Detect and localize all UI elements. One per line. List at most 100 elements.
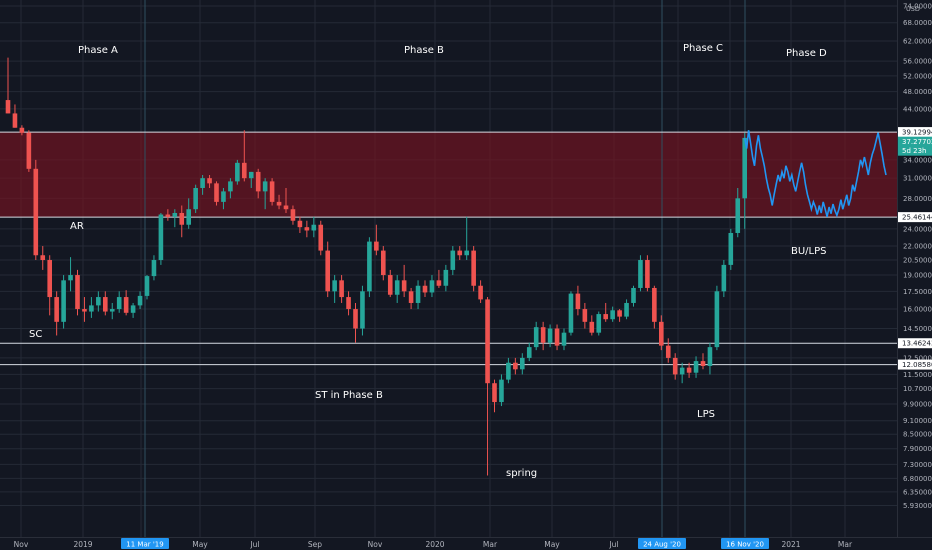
price-tick-label: 14.500000 [903,325,932,333]
price-tick-label: 44.000000 [903,105,932,113]
price-tick-label: 17.500000 [903,288,932,296]
price-tick-label: 6.350000 [903,488,932,496]
candle-body [207,178,212,184]
level-price-tag [898,212,932,223]
time-tick-label: Sep [308,540,322,549]
annotations: Phase A Phase B Phase C Phase D AR SC ST… [29,43,827,479]
candle-body [248,171,254,179]
candlestick-series [5,57,747,476]
candle-body [276,201,282,206]
candle-body [638,260,643,288]
current-price-label: 37.277021 [902,138,932,146]
candle-body [714,291,720,348]
time-tick-label: 2021 [781,540,800,549]
candle-body [360,291,365,329]
currency-label: USD [906,5,920,13]
candle-body [235,162,240,182]
grid [0,0,897,537]
candle-body [665,345,671,358]
price-tick-label: 52.000000 [903,72,932,80]
candle-body [179,212,185,225]
level-price-label: 12.085800 [902,361,932,369]
price-axis[interactable] [897,0,932,550]
candle-body [123,297,129,313]
time-tick-label: May [192,540,208,549]
candle-body [26,132,32,169]
candle-body [561,332,567,346]
candle-body [582,309,588,322]
horizontal-levels [0,131,897,366]
time-tick-label: Nov [14,540,29,549]
candle-body [283,205,289,210]
candle-body [228,181,233,192]
price-tick-label: 11.500000 [903,371,932,379]
date-marker-lines [144,0,746,537]
time-tick-label: 2019 [73,540,92,549]
candle-body [130,305,136,313]
time-axis[interactable] [0,537,932,550]
candle-body [721,264,727,292]
bar-countdown-label: 5d 23h [902,147,926,155]
candle-body [735,198,741,233]
price-tick-label: 56.000000 [903,58,932,66]
candle-body [158,214,164,261]
candle-body [353,309,358,329]
candle-body [116,297,122,310]
level-price-label: 25.461444 [902,214,932,222]
price-tick-label: 62.000000 [903,38,932,46]
level-price-tag [898,127,932,138]
price-tick-label: 28.000000 [903,195,932,203]
level-price-tag [898,338,932,349]
candle-body [394,280,400,295]
candle-body [165,214,171,217]
candle-body [659,321,664,346]
price-tick-label: 48.000000 [903,88,932,96]
annotation-st-phase-b: ST in Phase B [315,390,383,401]
date-marker-label: 11 Mar '19 [126,541,163,549]
candle-body [255,171,261,192]
candle-body [568,293,574,333]
candle-body [540,327,546,343]
candle-body [603,314,608,320]
annotation-spring: spring [506,468,537,479]
candle-body [214,183,219,202]
candle-body [575,293,581,310]
candle-body [652,287,657,322]
annotation-sc: SC [29,329,42,340]
date-marker-tags: 11 Mar '19 24 Aug '20 16 Nov '20 [121,538,769,549]
candle-body [457,250,463,256]
candle-body [513,362,518,370]
candle-body [415,285,421,303]
candle-body [742,137,747,199]
price-tick-label: 7.900000 [903,445,932,453]
candle-body [429,280,435,293]
price-tick-label: 6.800000 [903,475,932,483]
candle-body [617,310,622,317]
annotation-phase-c: Phase C [683,43,723,54]
candle-body [61,280,66,322]
price-tick-label: 34.000000 [903,156,932,164]
candle-body [262,181,268,192]
candle-body [193,187,198,210]
candle-body [137,295,143,306]
candle-body [19,127,25,133]
candle-body [75,275,80,310]
date-marker-label: 24 Aug '20 [643,541,681,549]
candle-body [443,269,449,286]
price-tick-label: 7.300000 [903,461,932,469]
candle-body [33,168,39,256]
candle-body [408,291,414,303]
candle-body [610,310,615,320]
candle-body [12,113,18,128]
level-price-label: 39.129947 [902,129,932,137]
candle-body [186,209,191,225]
price-tick-label: 12.500000 [903,354,932,362]
date-marker-label: 16 Nov '20 [726,541,764,549]
candle-body [436,280,442,286]
candle-body [533,327,539,348]
candle-body [54,297,59,322]
price-tick-label: 31.000000 [903,175,932,183]
price-tick-label: 10.700000 [903,385,932,393]
candle-body [82,309,87,312]
